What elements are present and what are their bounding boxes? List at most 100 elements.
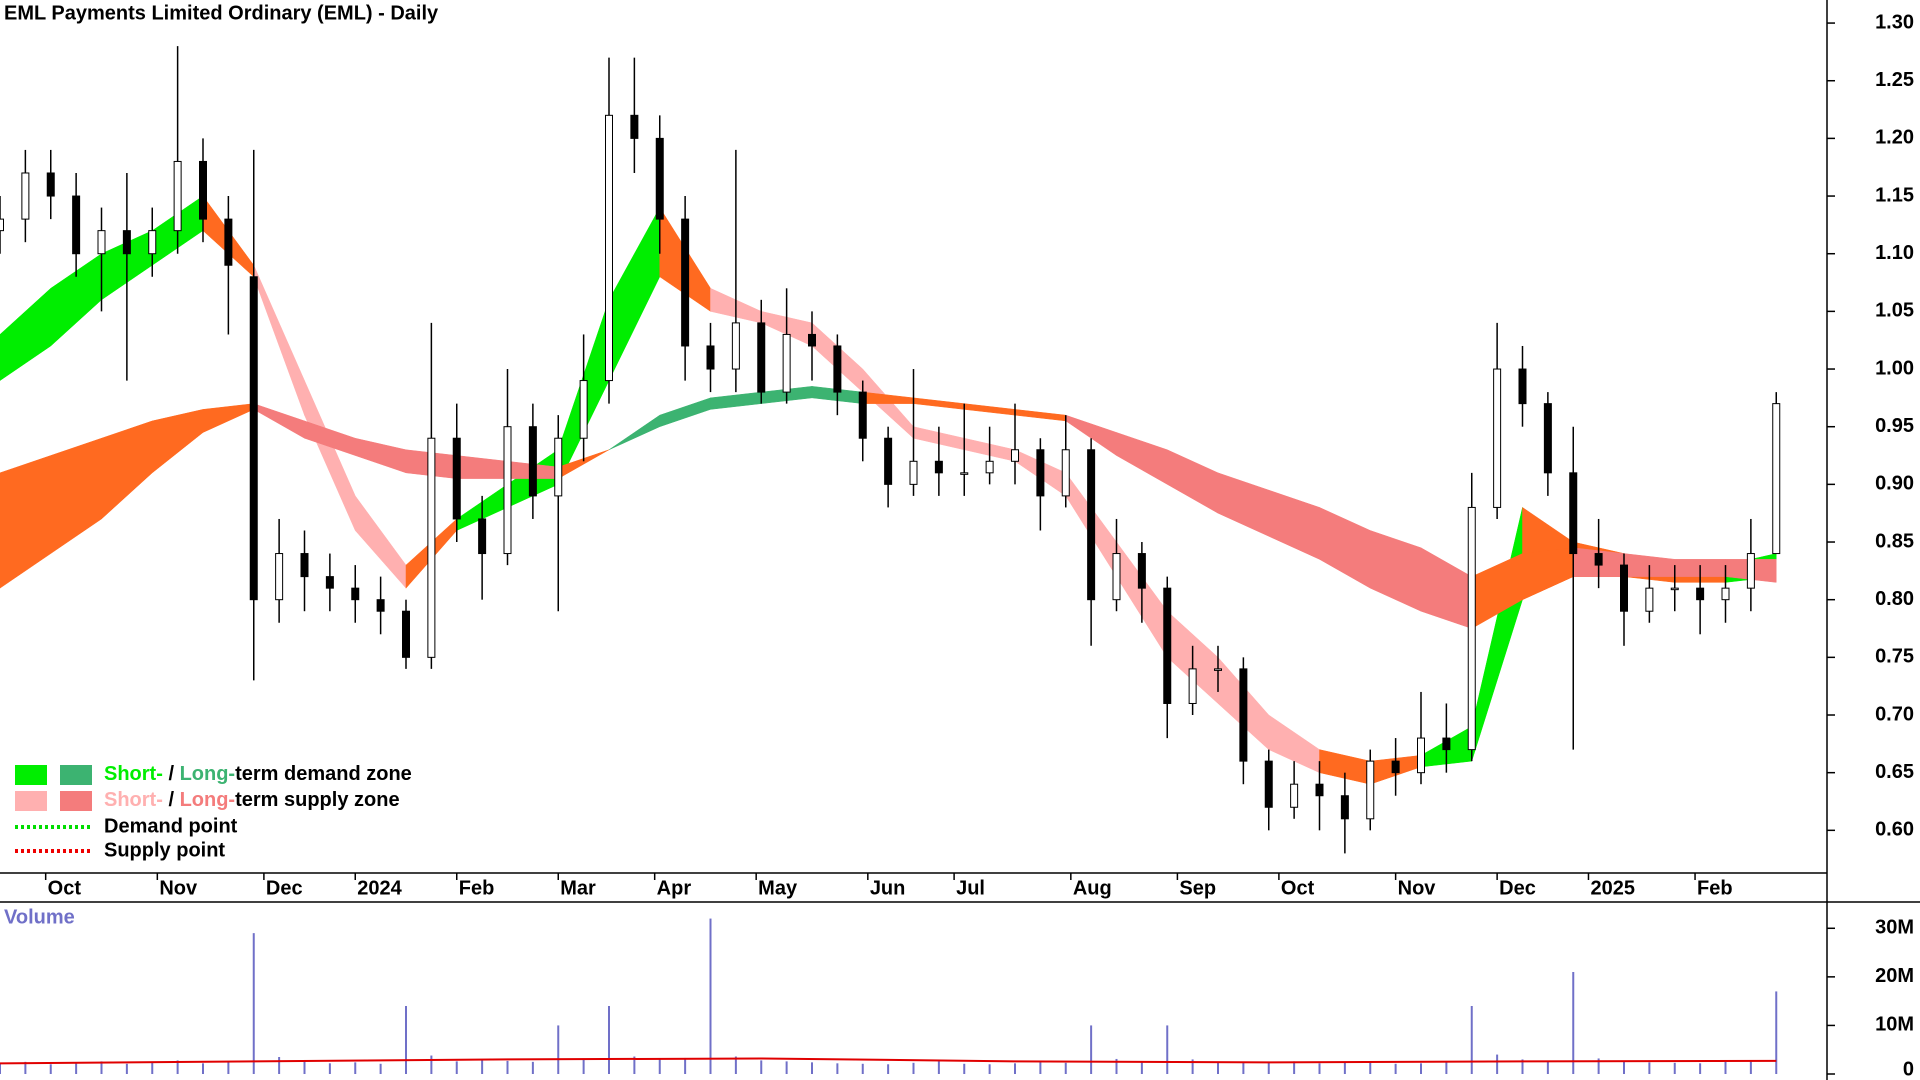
x-tick-label: Mar	[560, 877, 596, 899]
candle-body	[1645, 587, 1654, 612]
candle-body	[1569, 472, 1578, 555]
legend-label-part: Long-	[180, 763, 236, 785]
candle-body	[122, 230, 131, 255]
legend-swatch	[60, 791, 92, 811]
volume-bar	[1724, 1061, 1727, 1074]
legend-label-part: /	[163, 763, 180, 785]
y-tick-label: 1.20	[1875, 127, 1914, 149]
volume-bar	[557, 1025, 560, 1074]
candle-body	[1543, 403, 1552, 474]
legend-label: Supply point	[104, 839, 225, 861]
volume-bar	[1648, 1062, 1651, 1074]
volume-bar	[531, 1061, 534, 1074]
candle-body	[1214, 668, 1222, 671]
candle-body	[1239, 668, 1248, 762]
candle-body	[1467, 506, 1476, 751]
candle-body	[934, 460, 943, 474]
candle-body	[833, 345, 842, 393]
candle-body	[72, 195, 81, 255]
volume-bar	[1623, 1061, 1625, 1074]
y-tick-label: 0.60	[1875, 819, 1914, 841]
x-tick-label: Jun	[870, 877, 906, 899]
candle-body	[148, 230, 157, 255]
candle-body	[1746, 553, 1755, 589]
candle-body	[630, 114, 639, 139]
volume-bar	[582, 1058, 585, 1074]
x-tick-label: May	[758, 877, 798, 899]
candle-body	[655, 137, 664, 220]
candle-body	[1137, 553, 1146, 589]
candle-body	[1188, 668, 1197, 704]
volume-bar	[1369, 1062, 1372, 1074]
legend-swatch	[60, 765, 92, 785]
candle-body	[1061, 449, 1070, 497]
volume-bar	[1166, 1025, 1169, 1074]
volume-bar	[1775, 991, 1778, 1074]
volume-bar	[354, 1062, 357, 1074]
candle-body	[1620, 564, 1628, 612]
volume-bar	[1140, 1061, 1143, 1074]
volume-bar	[1546, 1060, 1549, 1074]
volume-bar	[633, 1056, 636, 1074]
x-tick-label: Dec	[266, 877, 303, 899]
volume-bar	[303, 1061, 306, 1074]
volume-bar	[1064, 1062, 1067, 1074]
candle-body	[528, 426, 537, 497]
y-tick-label: 0.65	[1875, 761, 1914, 783]
volume-bar	[1115, 1058, 1118, 1074]
volume-bar	[151, 1062, 154, 1074]
volume-bar	[861, 1063, 864, 1074]
candle-body	[1036, 449, 1045, 497]
candle-body	[1772, 403, 1781, 555]
x-tick-label: Feb	[1697, 877, 1733, 899]
volume-bar	[0, 1063, 1, 1074]
volume-bar	[760, 1060, 763, 1074]
volume-bar	[24, 1061, 27, 1074]
y-tick-label: 0.85	[1875, 530, 1914, 552]
volume-bar	[1039, 1062, 1042, 1074]
x-tick-label: 2025	[1590, 877, 1635, 899]
candle-body	[960, 472, 969, 475]
y-tick-label: 1.00	[1875, 357, 1914, 379]
y-tick-label: 10M	[1875, 1014, 1914, 1036]
candle-body	[199, 160, 207, 220]
candle-body	[478, 518, 487, 555]
y-tick-label: 1.30	[1875, 11, 1914, 33]
volume-bar	[1673, 1062, 1676, 1074]
volume-bar	[1090, 1025, 1093, 1074]
y-tick-label: 20M	[1875, 965, 1914, 987]
legend-label-part: Short-	[104, 763, 163, 785]
candle-body	[731, 322, 740, 370]
volume-bar	[1394, 1063, 1397, 1074]
x-tick-label: Jul	[956, 877, 985, 899]
legend-label-part: /	[163, 789, 180, 811]
legend-label-part: term supply zone	[235, 789, 399, 811]
volume-bar	[836, 1063, 839, 1074]
chart-title: EML Payments Limited Ordinary (EML) - Da…	[4, 2, 439, 24]
volume-bar	[455, 1061, 458, 1074]
candle-body	[1493, 368, 1502, 508]
candle-body	[858, 391, 867, 439]
y-tick-label: 0	[1903, 1058, 1914, 1080]
volume-average-line	[0, 1057, 1777, 1065]
candle-body	[808, 333, 816, 347]
y-tick-label: 30M	[1875, 917, 1914, 939]
candle-body	[579, 380, 588, 439]
volume-bar	[658, 1059, 661, 1074]
volume-bar	[1699, 1063, 1702, 1074]
volume-bar	[608, 1006, 610, 1074]
volume-bar	[506, 1060, 509, 1074]
candle-body	[249, 276, 258, 601]
candle-body	[1391, 760, 1400, 774]
volume-bar	[1597, 1058, 1600, 1074]
candle-body	[21, 172, 30, 220]
volume-bar	[278, 1057, 281, 1074]
candle-body	[351, 587, 360, 601]
candle-body	[376, 599, 385, 612]
volume-bar	[430, 1055, 433, 1074]
volume-bar	[988, 1064, 991, 1074]
volume-bar	[1014, 1063, 1016, 1074]
x-tick-label: Nov	[159, 877, 198, 899]
x-tick-label: Oct	[1281, 877, 1315, 899]
